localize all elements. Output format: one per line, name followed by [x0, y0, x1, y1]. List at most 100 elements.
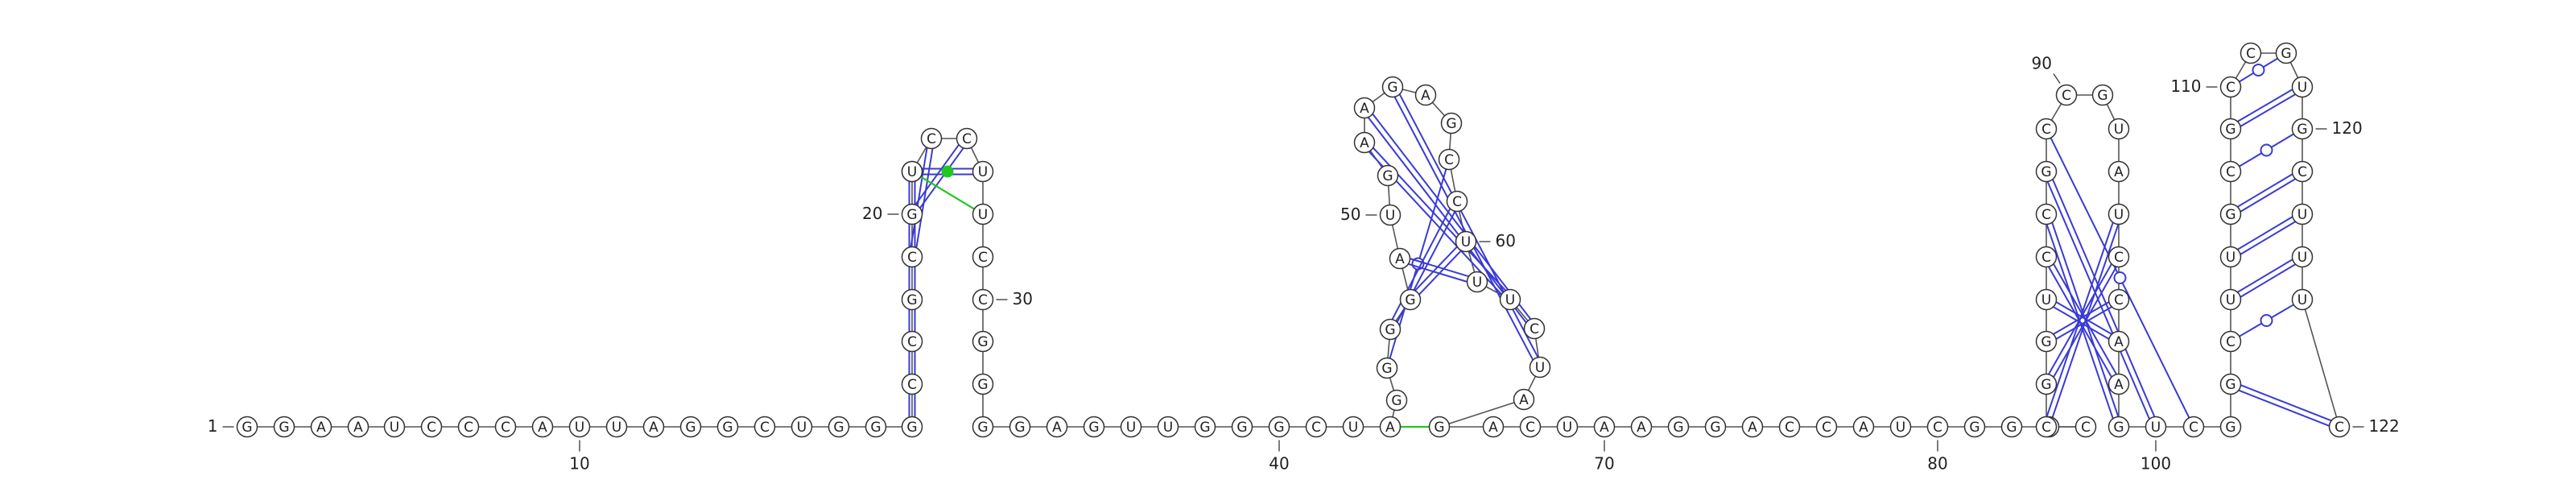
nucleotide-letter: C: [2226, 164, 2235, 180]
nucleotide-circle: [642, 416, 665, 438]
position-label: 70: [1594, 440, 1615, 474]
nucleotide-circle: [1353, 97, 1376, 119]
nucleotide-circle: [568, 416, 591, 438]
nucleotide-letter: G: [906, 420, 917, 436]
nucleotide: G: [828, 416, 850, 438]
nucleotide-circle: [2328, 416, 2351, 438]
nucleotide: A: [1353, 131, 1376, 154]
nucleotide-letter: C: [2297, 164, 2307, 180]
nucleotide-letter: G: [2225, 122, 2235, 138]
nucleotide-circle: [1438, 148, 1460, 171]
nucleotide-letter: G: [685, 420, 696, 436]
nucleotide: U: [791, 416, 813, 438]
position-number: 122: [2369, 416, 2400, 436]
nucleotide-letter: G: [833, 420, 844, 436]
nucleotide: A: [1593, 416, 1616, 438]
nucleotide-letter: G: [2097, 88, 2107, 104]
nucleotide: U: [1556, 416, 1579, 438]
nucleotide-letter: G: [977, 334, 988, 350]
nucleotide-letter: A: [1421, 88, 1430, 104]
nucleotide: C: [2182, 416, 2205, 438]
nucleotide-circle: [1083, 416, 1105, 438]
nucleotide-circle: [972, 203, 994, 225]
nucleotide-circle: [2074, 416, 2097, 438]
nucleotide: U: [901, 160, 923, 183]
nucleotide-circle: [1815, 416, 1838, 438]
nucleotide-circle: [1741, 416, 1764, 438]
nucleotide-letter: U: [978, 164, 988, 180]
nucleotide-letter: C: [2041, 250, 2051, 266]
nucleotide: G: [1376, 357, 1398, 379]
nucleotide: G: [972, 373, 994, 395]
pair-line: [1410, 258, 1469, 277]
nucleotide-circle: [972, 373, 994, 395]
base-pair-canonical: [2237, 259, 2296, 298]
nucleotide: G: [1377, 164, 1399, 187]
pair-line: [2237, 259, 2293, 293]
position-number: 10: [569, 454, 589, 474]
nucleotide-letter: U: [1348, 420, 1358, 436]
nucleotide-letter: G: [279, 420, 289, 436]
nucleotide-circle: [1499, 288, 1521, 311]
nucleotide-circle: [1268, 416, 1290, 438]
pair-line: [915, 148, 934, 248]
nucleotide: C: [2074, 416, 2097, 438]
nucleotide-circle: [2107, 288, 2130, 311]
nucleotide-letter: G: [906, 292, 917, 308]
nucleotide-letter: C: [962, 131, 972, 147]
nucleotide-circle: [1379, 318, 1402, 341]
nucleotide: A: [1389, 247, 1411, 270]
nucleotide-circle: [1231, 416, 1253, 438]
pair-line: [2240, 93, 2296, 127]
nucleotide: U: [2035, 288, 2058, 311]
nucleotide-letter: U: [1385, 208, 1395, 224]
nucleotide-letter: A: [353, 420, 363, 436]
nucleotide-circle: [901, 203, 923, 225]
nucleotide-letter: G: [1274, 420, 1284, 436]
pair-line: [1408, 263, 1468, 283]
nucleotide: A: [1414, 84, 1437, 106]
nucleotide-circle: [2219, 416, 2242, 438]
pair-line: [1368, 117, 1527, 323]
nucleotide-circle: [1353, 131, 1376, 154]
wobble-marker: [2260, 143, 2273, 157]
nucleotide-circle: [531, 416, 554, 438]
nucleotide-letter: G: [2225, 420, 2235, 436]
nucleotide: C: [1519, 416, 1542, 438]
nucleotide-circle: [1889, 416, 1912, 438]
nucleotide: G: [865, 416, 887, 438]
backbone-link: [2301, 299, 2340, 428]
nucleotide-letter: U: [2114, 207, 2124, 223]
nucleotide-letter: C: [2114, 250, 2124, 266]
nucleotide-letter: G: [1014, 420, 1025, 436]
nucleotide-letter: A: [1519, 392, 1529, 408]
nucleotide-letter: A: [1488, 420, 1498, 436]
nucleotide: A: [2107, 373, 2130, 395]
nucleotide-circle: [2107, 118, 2130, 140]
nucleotide-circle: [901, 330, 923, 353]
nucleotide: A: [1741, 416, 1764, 438]
nucleotide-circle: [2035, 416, 2058, 438]
nucleotide-letter: C: [1530, 321, 1539, 337]
pair-line: [2046, 181, 2150, 420]
nucleotide-letter: G: [1434, 420, 1444, 436]
nucleotide-letter: U: [907, 164, 917, 180]
nucleotide-circle: [972, 416, 994, 438]
nucleotide: U: [605, 416, 628, 438]
nucleotide-letter: U: [797, 420, 807, 436]
nucleotide-letter: C: [1822, 420, 1831, 436]
nucleotide-letter: C: [2226, 80, 2235, 96]
nucleotide: U: [2145, 416, 2167, 438]
nucleotide-circle: [1630, 416, 1653, 438]
nucleotide: G: [1231, 416, 1253, 438]
nucleotide-circle: [236, 416, 258, 438]
nucleotide-circle: [753, 416, 776, 438]
nucleotide: U: [2107, 118, 2130, 140]
nucleotide: C: [2035, 118, 2058, 140]
nucleotide: C: [2328, 416, 2351, 438]
nucleotide-circle: [1466, 271, 1488, 293]
base-pair-canonical: [1393, 93, 1539, 361]
nucleotide-circle: [1852, 416, 1875, 438]
nucleotide-circle: [865, 416, 887, 438]
nucleotide-letter: A: [538, 420, 547, 436]
